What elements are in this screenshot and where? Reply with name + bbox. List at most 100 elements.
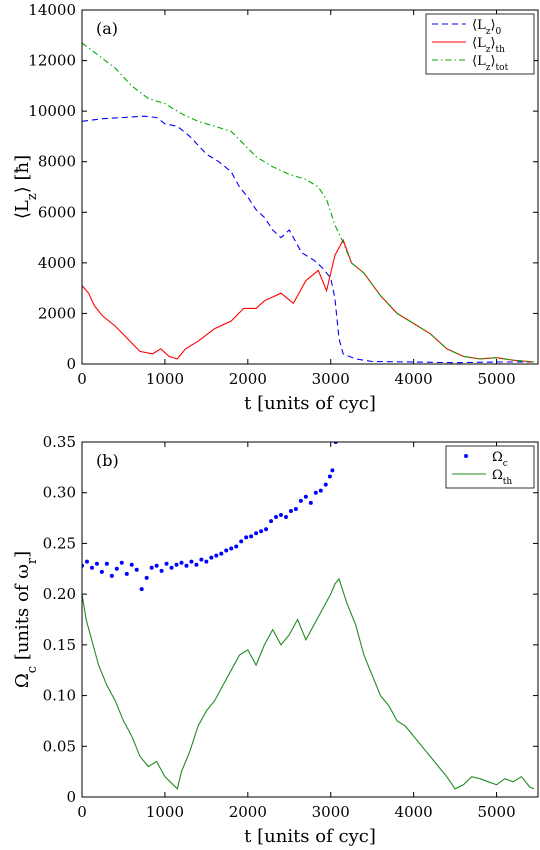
data-point (288, 508, 293, 513)
legend-marker (464, 454, 468, 458)
data-point (129, 562, 134, 567)
y-tick-label: 6000 (38, 203, 76, 221)
x-tick-label: 3000 (312, 370, 350, 388)
data-point (269, 519, 274, 524)
data-point (313, 490, 318, 495)
x-tick-label: 5000 (477, 370, 515, 388)
data-point (164, 561, 169, 566)
series-line-0 (82, 115, 534, 364)
y-tick-label: 0.20 (43, 585, 76, 603)
data-point (149, 565, 154, 570)
y-tick-label: 0.05 (43, 737, 76, 755)
data-point (114, 566, 119, 571)
plot-frame (81, 9, 539, 365)
data-point (144, 575, 149, 580)
data-point (239, 539, 244, 544)
x-tick-label: 0 (77, 370, 87, 388)
data-point (264, 527, 269, 532)
data-point (327, 474, 332, 479)
series-markers-0 (82, 442, 338, 592)
x-tick-label: 0 (77, 803, 87, 821)
chart-panel-a: 0 1000 2000 3000 4000 5000 0 2000 4000 6000 8000 10… (12, 1, 539, 414)
x-tick-label: 2000 (229, 370, 267, 388)
data-point (278, 513, 283, 518)
data-point (124, 571, 129, 576)
data-point (283, 515, 288, 520)
chart-panel-b: 0 1000 2000 3000 4000 5000 0 0.05 0.10 0.15 0.20 0.… (12, 433, 539, 847)
data-point (229, 546, 234, 551)
y-tick-label: 0.30 (43, 484, 76, 502)
data-point (259, 529, 264, 534)
data-point (293, 506, 298, 511)
data-point (318, 488, 323, 493)
data-point (199, 557, 204, 562)
x-tick-label: 3000 (312, 803, 350, 821)
x-tick-label: 4000 (395, 370, 433, 388)
legend-box (445, 445, 535, 489)
x-tick-label: 1000 (146, 803, 184, 821)
data-point (159, 568, 164, 573)
y-tick-label: 0.10 (43, 687, 76, 705)
data-point (303, 494, 308, 499)
data-point (109, 573, 114, 578)
y-tick-label: 12000 (28, 52, 76, 70)
data-point (274, 515, 279, 520)
x-axis-label: t [units of cyc] (244, 826, 376, 847)
legend-label: Ωc (492, 450, 508, 469)
data-point (298, 498, 303, 503)
y-tick-label: 2000 (38, 304, 76, 322)
data-point (214, 553, 219, 558)
data-point (234, 544, 239, 549)
data-point (134, 567, 139, 572)
data-point (104, 561, 109, 566)
data-point (308, 500, 313, 505)
y-tick-label: 0.15 (43, 636, 76, 654)
series-line-1 (82, 238, 534, 363)
data-point (204, 559, 209, 564)
series-line-2 (82, 42, 534, 363)
data-point (89, 565, 94, 570)
plot-frame (81, 441, 539, 798)
y-axis-label: Ωc [units of ωr] (12, 551, 40, 688)
data-point (99, 569, 104, 574)
y-tick-label: 0 (66, 788, 76, 806)
data-point (119, 560, 124, 565)
y-axis-label: ⟨Lz⟩ [ħ] (12, 155, 40, 219)
panel-label: (b) (96, 451, 119, 470)
legend-label: ⟨Lz⟩th (472, 36, 505, 55)
data-point (169, 565, 174, 570)
y-tick-label: 4000 (38, 254, 76, 272)
data-point (84, 559, 89, 564)
legend: ⟨Lz⟩0⟨Lz⟩th⟨Lz⟩tot (425, 13, 535, 75)
data-point (254, 531, 259, 536)
data-point (174, 562, 179, 567)
data-point (249, 534, 254, 539)
x-tick-label: 1000 (146, 370, 184, 388)
x-tick-label: 4000 (395, 803, 433, 821)
y-tick-label: 0.25 (43, 534, 76, 552)
y-tick-label: 10000 (28, 102, 76, 120)
data-point (224, 548, 229, 553)
y-tick-label: 0 (66, 355, 76, 373)
data-point (209, 555, 214, 560)
x-tick-label: 2000 (229, 803, 267, 821)
data-point (184, 563, 189, 568)
data-point (154, 563, 159, 568)
panel-label: (a) (96, 19, 118, 38)
x-axis-label: t [units of cyc] (244, 393, 376, 414)
data-point (139, 587, 144, 592)
data-point (189, 559, 194, 564)
data-point (323, 482, 328, 487)
y-tick-label: 14000 (28, 1, 76, 19)
data-point (194, 562, 199, 567)
y-tick-label: 0.35 (43, 433, 76, 451)
y-tick-label: 8000 (38, 153, 76, 171)
series-line-1 (82, 577, 535, 790)
data-point (219, 551, 224, 556)
x-tick-label: 5000 (477, 803, 515, 821)
legend-label: ⟨Lz⟩tot (472, 54, 509, 73)
data-point (244, 535, 249, 540)
data-point (94, 561, 99, 566)
